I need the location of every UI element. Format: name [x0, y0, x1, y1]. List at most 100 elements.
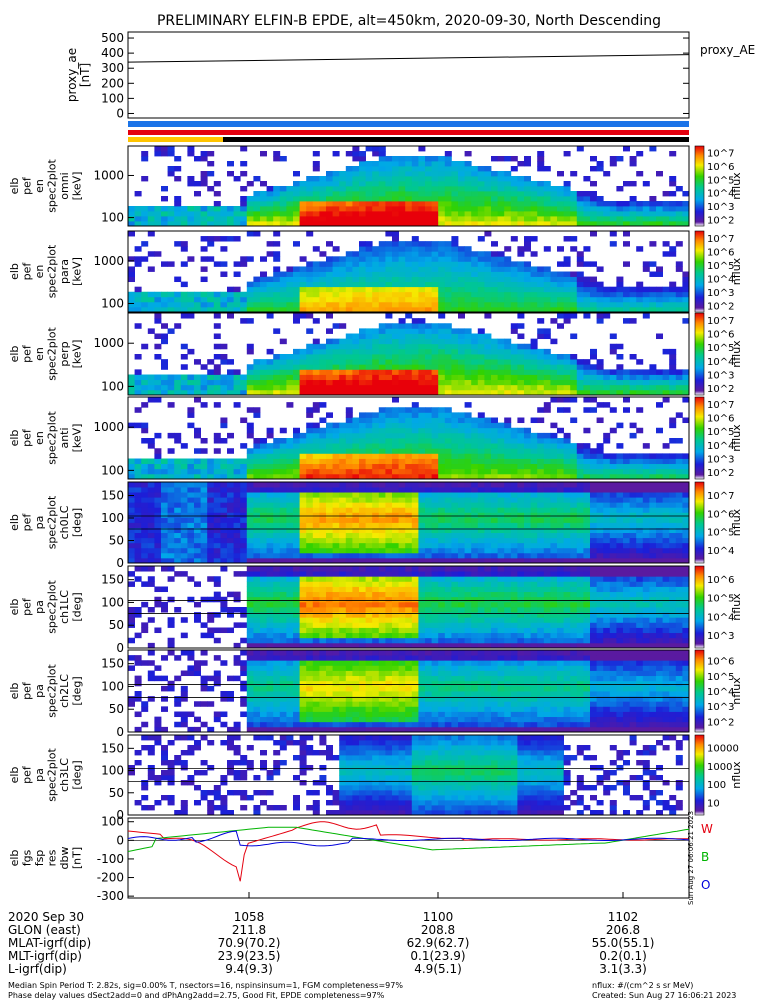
spectrogram-cell: [530, 532, 538, 539]
spectrogram-cell: [411, 468, 419, 475]
spectrogram-cell: [550, 557, 558, 564]
spectrogram-cell: [372, 364, 380, 370]
spectrogram-cell: [530, 473, 538, 480]
spectrogram-cell: [385, 547, 393, 554]
spectrogram-cell: [570, 196, 578, 202]
spectrogram-cell: [524, 359, 531, 365]
spectrogram-cell: [273, 354, 281, 360]
spectrogram-cell: [141, 241, 149, 247]
spectrogram-cell: [438, 196, 446, 202]
spectrogram-cell: [524, 532, 531, 539]
spectrogram-cell: [207, 527, 215, 534]
spectrogram-cell: [227, 291, 234, 298]
spectrogram-cell: [253, 586, 261, 593]
spectrogram-cell: [484, 427, 492, 434]
spectrogram-cell: [570, 221, 578, 227]
spectrogram-cell: [662, 201, 670, 207]
spectrogram-cell: [629, 354, 637, 360]
spectrogram-cell: [603, 291, 611, 298]
colorbar-tick-label: 10^7: [707, 234, 734, 245]
spectrogram-cell: [306, 458, 314, 465]
spectrogram-cell: [418, 276, 426, 283]
spectrogram-cell: [458, 497, 465, 503]
spectrogram-cell: [649, 537, 657, 544]
spectrogram-cell: [471, 343, 479, 350]
spectrogram-cell: [510, 301, 518, 308]
spectrogram-cell: [227, 527, 234, 534]
spectrogram-cell: [636, 468, 644, 475]
spectrogram-cell: [682, 512, 690, 518]
spectrogram-cell: [220, 502, 228, 508]
spectrogram-cell: [372, 196, 380, 202]
spectrogram-cell: [517, 246, 525, 252]
spectrogram-cell: [431, 323, 439, 329]
spectrogram-cell: [451, 206, 459, 212]
spectrogram-cell: [656, 468, 663, 475]
panel-ylabel: para: [58, 259, 71, 284]
spectrogram-cell: [411, 286, 419, 293]
spectrogram-cell: [246, 522, 254, 528]
spectrogram-cell: [543, 246, 551, 252]
spectrogram-cell: [134, 246, 142, 252]
spectrogram-cell: [352, 438, 360, 444]
spectrogram-cell: [550, 359, 558, 365]
spectrogram-cell: [174, 176, 182, 182]
spectrogram-cell: [128, 468, 135, 475]
spectrogram-cell: [174, 607, 182, 613]
spectrogram-cell: [425, 502, 432, 508]
spectrogram-cell: [642, 507, 650, 513]
spectrogram-cell: [392, 328, 399, 334]
spectrogram-cell: [464, 301, 472, 308]
spectrogram-cell: [471, 191, 479, 197]
spectrogram-cell: [642, 369, 650, 375]
spectrogram-cell: [524, 384, 531, 391]
spectrogram-cell: [246, 607, 254, 613]
spectrogram-cell: [576, 221, 584, 227]
spectrogram-cell: [524, 502, 531, 508]
spectrogram-cell: [411, 552, 419, 559]
spectrogram-cell: [570, 171, 578, 177]
spectrogram-cell: [484, 512, 492, 518]
spectrogram-cell: [385, 296, 393, 303]
spectrogram-cell: [425, 281, 432, 288]
spectrogram-cell: [213, 522, 221, 528]
spectrogram-cell: [319, 364, 327, 370]
spectrogram-cell: [141, 507, 149, 513]
spectrogram-cell: [431, 241, 439, 247]
spectrogram-cell: [312, 542, 320, 549]
spectrogram-cell: [227, 286, 234, 293]
spectrogram-cell: [464, 216, 472, 222]
spectrogram-cell: [411, 216, 419, 222]
spectrogram-cell: [378, 181, 386, 187]
spectrogram-cell: [636, 221, 644, 227]
spectrogram-cell: [326, 348, 333, 355]
spectrogram-cell: [418, 156, 426, 162]
spectrogram-cell: [345, 517, 353, 523]
spectrogram-cell: [260, 281, 267, 288]
spectrogram-cell: [260, 552, 267, 559]
spectrogram-cell: [167, 566, 175, 572]
spectrogram-cell: [279, 542, 287, 549]
spectrogram-cell: [444, 473, 452, 480]
spectrogram-cell: [154, 296, 162, 303]
spectrogram-cell: [372, 216, 380, 222]
spectrogram-cell: [497, 422, 505, 429]
spectrogram-cell: [299, 291, 307, 298]
spectrogram-cell: [194, 537, 201, 544]
spectrogram-cell: [207, 296, 215, 303]
spectrogram-cell: [656, 389, 663, 396]
spectrogram-cell: [207, 241, 215, 247]
spectrogram-cell: [576, 552, 584, 559]
spectrogram-cell: [187, 522, 195, 528]
spectrogram-cell: [497, 156, 505, 162]
spectrogram-cell: [517, 512, 525, 518]
spectrogram-cell: [642, 527, 650, 534]
spectrogram-cell: [174, 384, 182, 391]
spectrogram-cell: [656, 473, 663, 480]
spectrogram-cell: [392, 522, 399, 528]
spectrogram-cell: [524, 389, 531, 396]
spectrogram-cell: [471, 296, 479, 303]
spectrogram-cell: [332, 473, 340, 480]
spectrogram-cell: [491, 497, 498, 503]
spectrogram-cell: [616, 497, 624, 503]
